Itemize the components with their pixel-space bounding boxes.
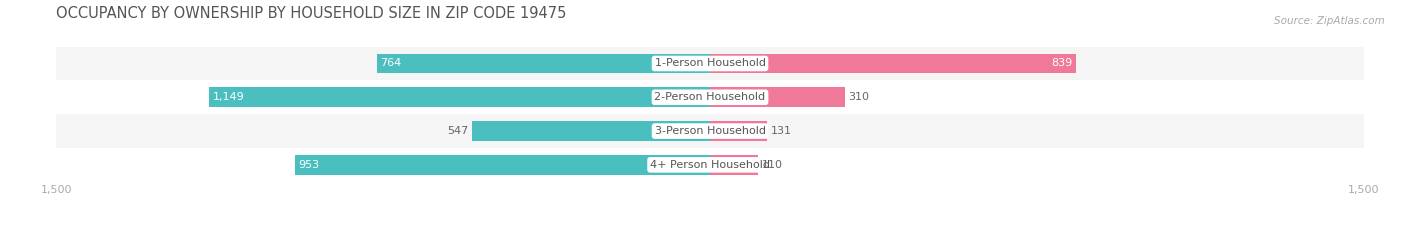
- Bar: [56, 47, 1364, 80]
- Bar: [710, 121, 768, 141]
- Text: Source: ZipAtlas.com: Source: ZipAtlas.com: [1274, 16, 1385, 26]
- Bar: [710, 54, 1076, 73]
- Text: 1-Person Household: 1-Person Household: [655, 58, 765, 69]
- Text: 131: 131: [770, 126, 792, 136]
- Bar: [295, 155, 710, 175]
- Text: 1,149: 1,149: [212, 92, 245, 102]
- Bar: [209, 87, 710, 107]
- Legend: Owner-occupied, Renter-occupied: Owner-occupied, Renter-occupied: [595, 232, 825, 233]
- Text: 3-Person Household: 3-Person Household: [655, 126, 765, 136]
- Text: 953: 953: [298, 160, 319, 170]
- Bar: [56, 80, 1364, 114]
- Bar: [377, 54, 710, 73]
- Text: 764: 764: [381, 58, 402, 69]
- Text: 839: 839: [1050, 58, 1073, 69]
- Text: OCCUPANCY BY OWNERSHIP BY HOUSEHOLD SIZE IN ZIP CODE 19475: OCCUPANCY BY OWNERSHIP BY HOUSEHOLD SIZE…: [56, 6, 567, 21]
- Bar: [710, 155, 758, 175]
- Text: 4+ Person Household: 4+ Person Household: [650, 160, 770, 170]
- Text: 110: 110: [762, 160, 783, 170]
- Text: 310: 310: [849, 92, 870, 102]
- Bar: [710, 87, 845, 107]
- Bar: [471, 121, 710, 141]
- Bar: [56, 114, 1364, 148]
- Bar: [56, 148, 1364, 182]
- Text: 547: 547: [447, 126, 468, 136]
- Text: 2-Person Household: 2-Person Household: [654, 92, 766, 102]
